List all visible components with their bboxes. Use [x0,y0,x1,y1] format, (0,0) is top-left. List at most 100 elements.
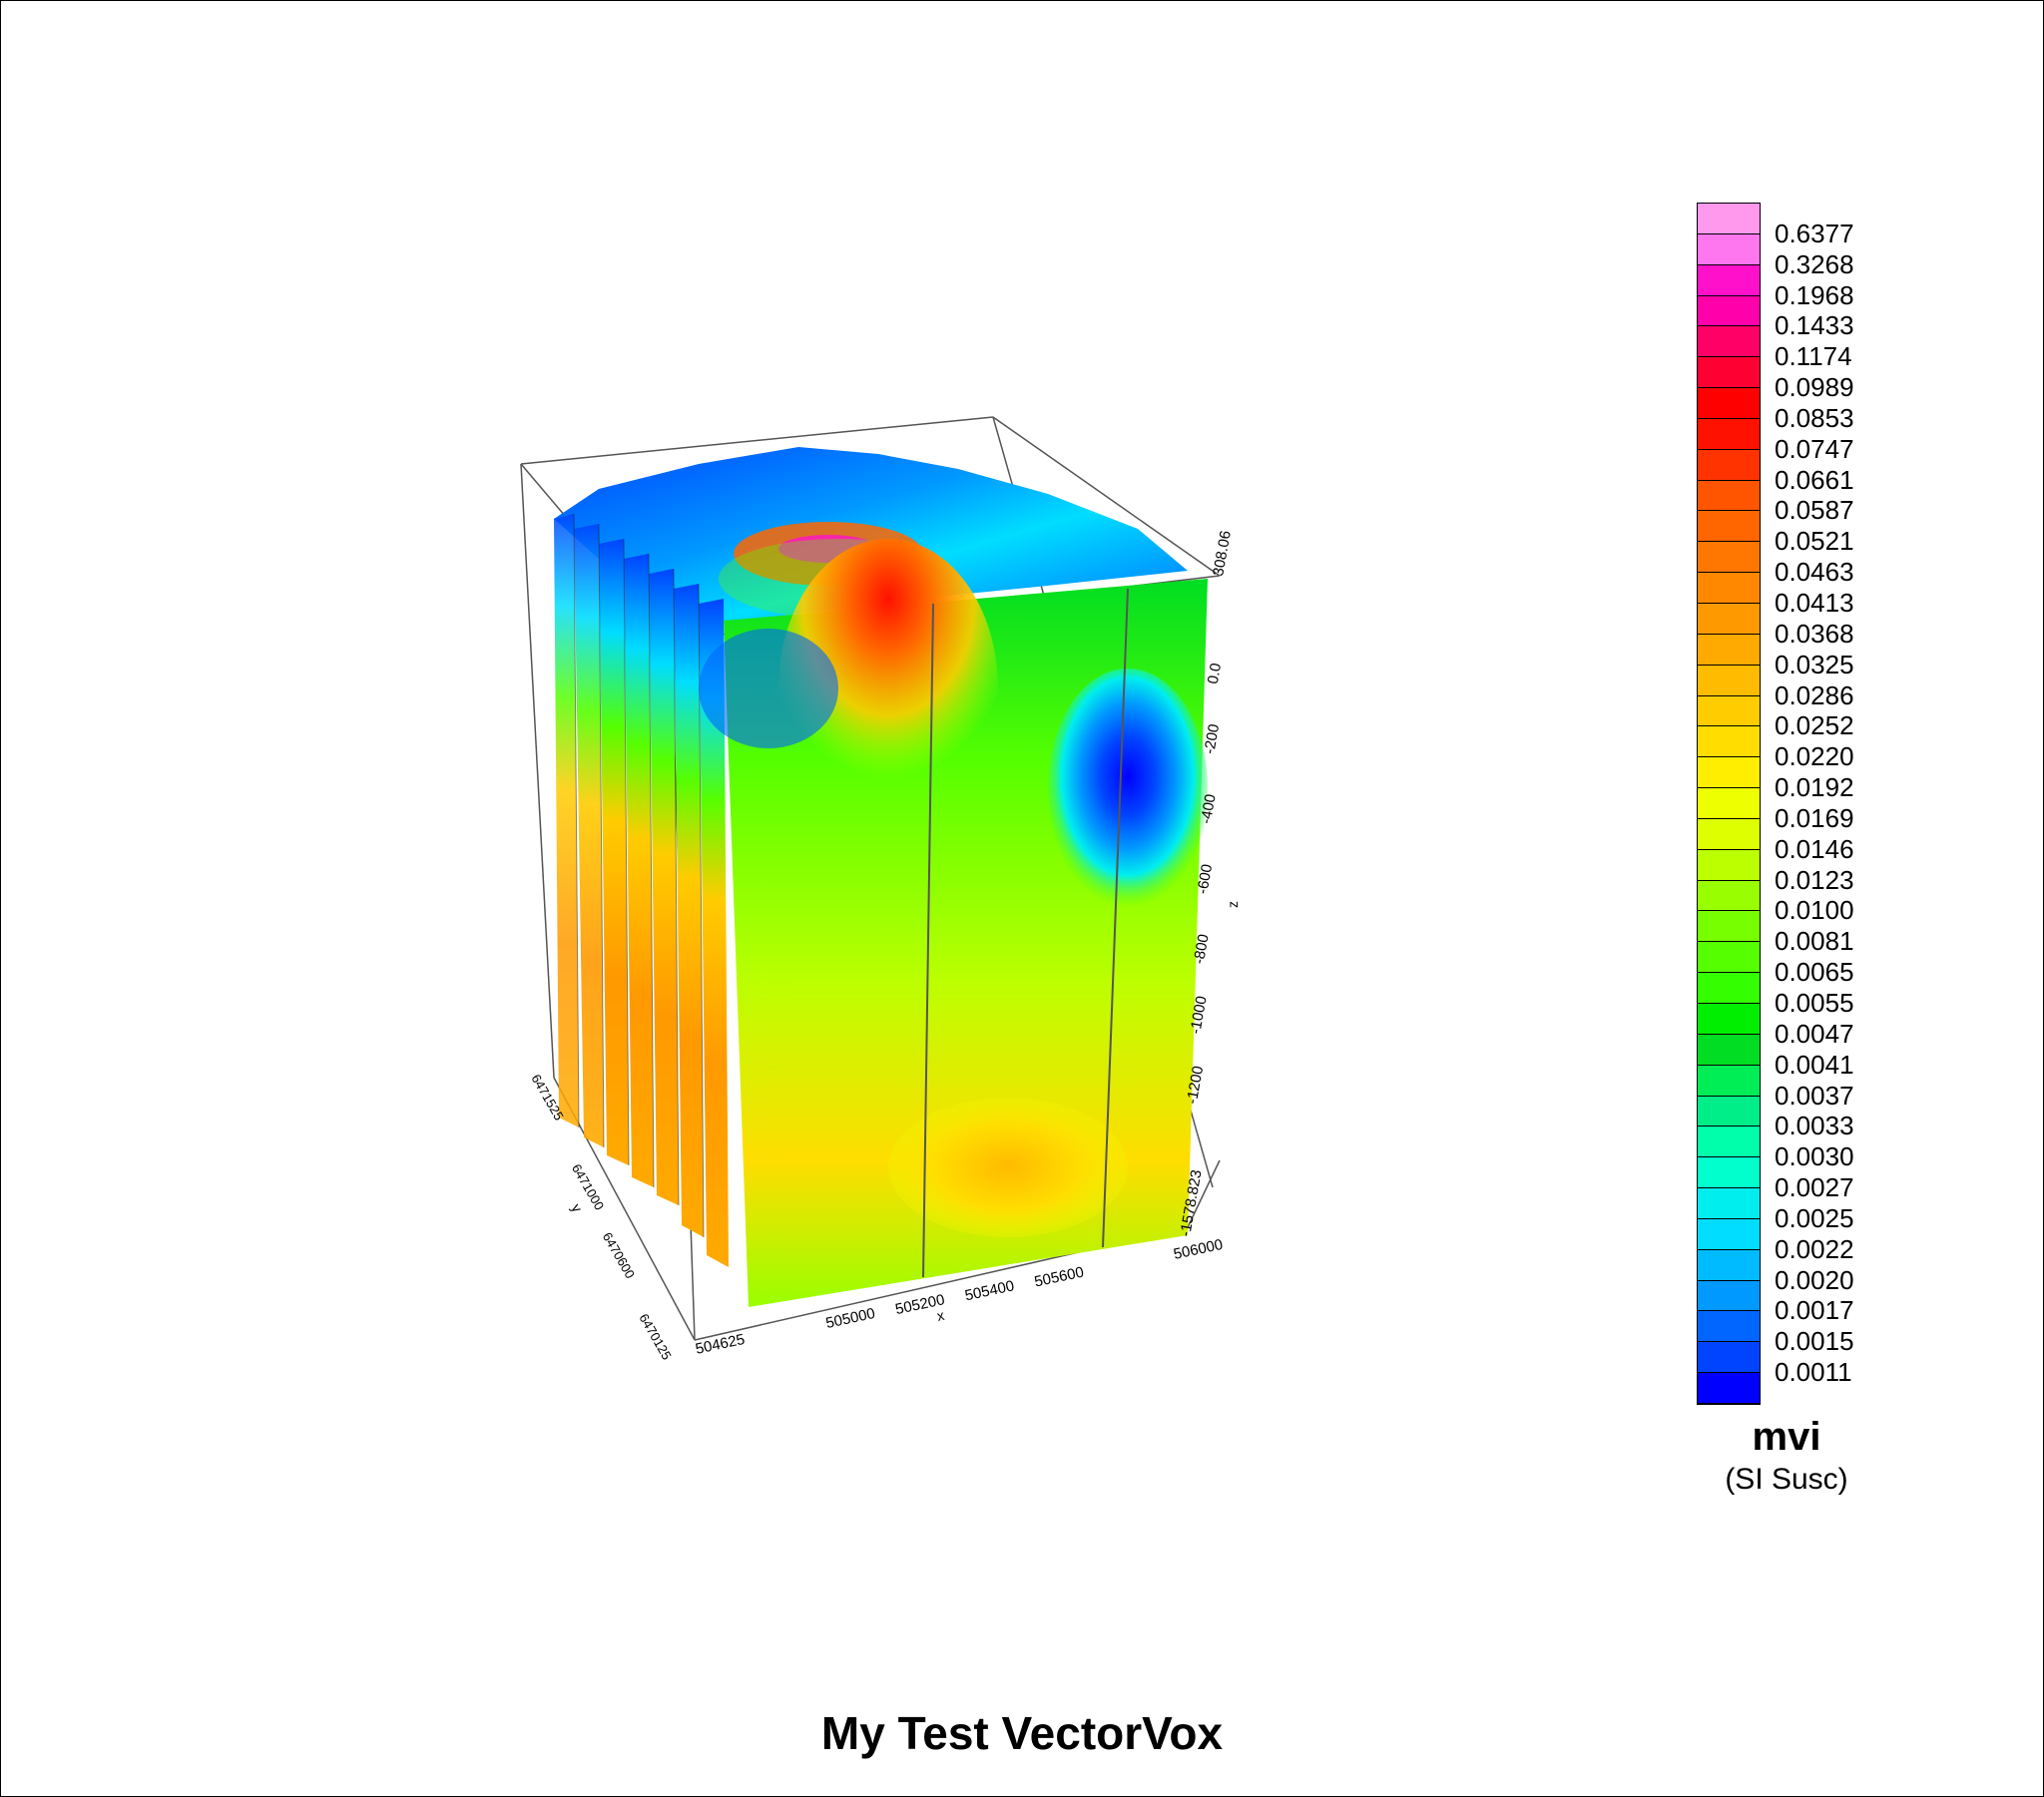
axis-tick-label: -1200 [1184,1065,1207,1106]
legend-swatch [1698,788,1760,819]
legend-tick-label: 0.0169 [1775,802,1854,833]
legend-tick-label: 0.0521 [1775,526,1854,557]
legend-swatch [1698,1373,1760,1404]
legend-tick-label: 0.0015 [1775,1326,1854,1357]
legend-title: mvi [1752,1415,1821,1459]
legend-tick-label: 0.0413 [1775,588,1854,618]
legend-tick-label: 0.0192 [1775,772,1854,803]
legend-swatch [1698,726,1760,758]
legend-tick-label: 0.0027 [1775,1172,1854,1203]
legend-swatch [1698,1096,1760,1127]
legend-swatch [1698,204,1760,234]
axis-tick-label: -200 [1201,722,1223,755]
legend-swatch [1698,326,1760,358]
legend-tick-label: 0.0989 [1775,372,1854,403]
voxel-side-slabs [554,513,729,1267]
legend-swatch [1698,511,1760,543]
legend-tick-label: 0.0252 [1775,710,1854,741]
legend-tick-label: 0.1174 [1775,341,1852,372]
legend-swatch [1698,757,1760,789]
legend-tick-label: 0.0017 [1775,1295,1854,1326]
legend-tick-label: 0.0220 [1775,741,1854,772]
legend-swatch [1698,604,1760,635]
axis-tick-label: -600 [1194,863,1216,896]
legend-tick-label: 0.0025 [1775,1202,1854,1233]
legend-tick-label: 0.6377 [1775,218,1854,248]
legend-tick-label: 0.1433 [1775,310,1854,341]
legend-swatch [1698,849,1760,881]
legend-swatch [1698,1218,1760,1250]
legend-swatch [1698,1342,1760,1374]
axis-tick-label: 506000 [1172,1236,1225,1263]
axis-tick-label: -1000 [1187,995,1210,1036]
legend-tick-label: 0.0020 [1775,1264,1854,1295]
legend-swatch [1698,233,1760,265]
legend-swatch [1698,818,1760,850]
legend-swatch [1698,542,1760,574]
legend-tick-label: 0.0325 [1775,649,1854,679]
legend-unit: (SI Susc) [1725,1463,1848,1496]
legend-swatch [1698,1311,1760,1343]
legend-tick-label: 0.1968 [1775,279,1854,310]
axis-tick-label: 308.06 [1210,530,1235,578]
legend-tick-label: 0.0081 [1775,926,1854,957]
axis-tick-label: 6470600 [600,1230,638,1281]
legend-swatch [1698,1004,1760,1035]
legend-swatch [1698,973,1760,1004]
legend-tick-label: 0.0123 [1775,864,1854,895]
axis-tick-label: 505600 [1033,1264,1086,1291]
axis-tick-label: 0.0 [1205,662,1225,684]
legend-swatch [1698,1126,1760,1158]
legend-swatch [1698,942,1760,974]
legend-swatch [1698,357,1760,389]
legend-swatch [1698,695,1760,727]
legend-swatch [1698,1034,1760,1066]
y-axis-label: y [568,1201,585,1215]
legend-tick-label: 0.0661 [1775,464,1854,495]
legend-swatch [1698,634,1760,666]
legend-swatch [1698,911,1760,943]
legend-swatch [1698,449,1760,481]
axis-tick-label: 6470125 [636,1311,674,1362]
legend-tick-label: 0.0065 [1775,957,1854,988]
legend-swatch [1698,1157,1760,1189]
legend-swatch [1698,480,1760,512]
legend-tick-label: 0.0587 [1775,495,1854,526]
legend-tick-label: 0.0041 [1775,1049,1854,1080]
legend-tick-label: 0.0047 [1775,1018,1854,1049]
legend-tick-label: 0.0011 [1775,1357,1852,1388]
legend-swatch [1698,1065,1760,1097]
legend-swatch [1698,295,1760,327]
legend-tick-label: 0.0030 [1775,1141,1854,1172]
legend-swatch [1698,264,1760,296]
legend-tick-label: 0.0747 [1775,433,1854,464]
legend-tick-label: 0.0368 [1775,618,1854,649]
legend-swatch [1698,1249,1760,1281]
legend-swatch [1698,418,1760,450]
axis-tick-label: -800 [1191,933,1213,966]
axis-tick-label: 505400 [963,1277,1016,1304]
voxel-front-face [699,539,1208,1307]
x-axis-label: x [935,1307,945,1324]
legend-tick-label: 0.0146 [1775,833,1854,864]
legend-swatch [1698,1280,1760,1312]
legend-tick-label: 0.0853 [1775,402,1854,433]
color-legend: 0.6377 0.3268 0.1968 0.1433 0.1174 0.0989 0.08… [1697,203,1956,1500]
axis-tick-label: -400 [1198,793,1220,826]
legend-swatch [1698,388,1760,419]
legend-color-bar [1697,203,1761,1405]
legend-tick-label: 0.0037 [1775,1080,1854,1111]
legend-tick-label: 0.0055 [1775,988,1854,1018]
chart-title: My Test VectorVox [820,1707,1224,1759]
legend-swatch [1698,573,1760,604]
legend-tick-label: 0.3268 [1775,248,1854,279]
legend-swatch [1698,880,1760,912]
legend-tick-label: 0.0463 [1775,557,1854,588]
z-axis-label: z [1225,901,1241,908]
legend-tick-label: 0.0022 [1775,1233,1854,1264]
legend-swatch [1698,1188,1760,1219]
legend-tick-label: 0.0033 [1775,1111,1854,1141]
axis-tick-label: 504625 [694,1331,747,1358]
legend-tick-label: 0.0100 [1775,895,1854,926]
